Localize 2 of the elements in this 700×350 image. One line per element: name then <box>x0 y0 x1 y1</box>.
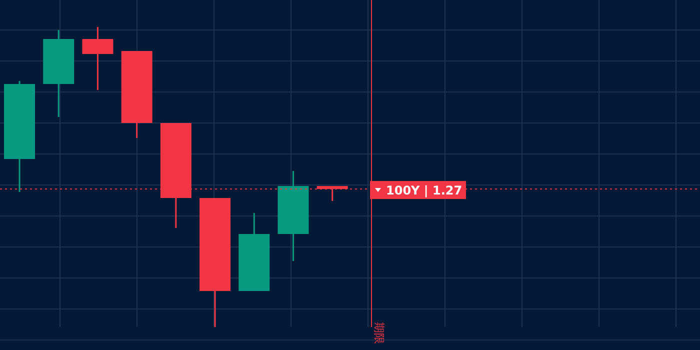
ref-line-label: 100Y | 1.27 <box>386 184 462 198</box>
text: 期限 <box>372 322 386 344</box>
